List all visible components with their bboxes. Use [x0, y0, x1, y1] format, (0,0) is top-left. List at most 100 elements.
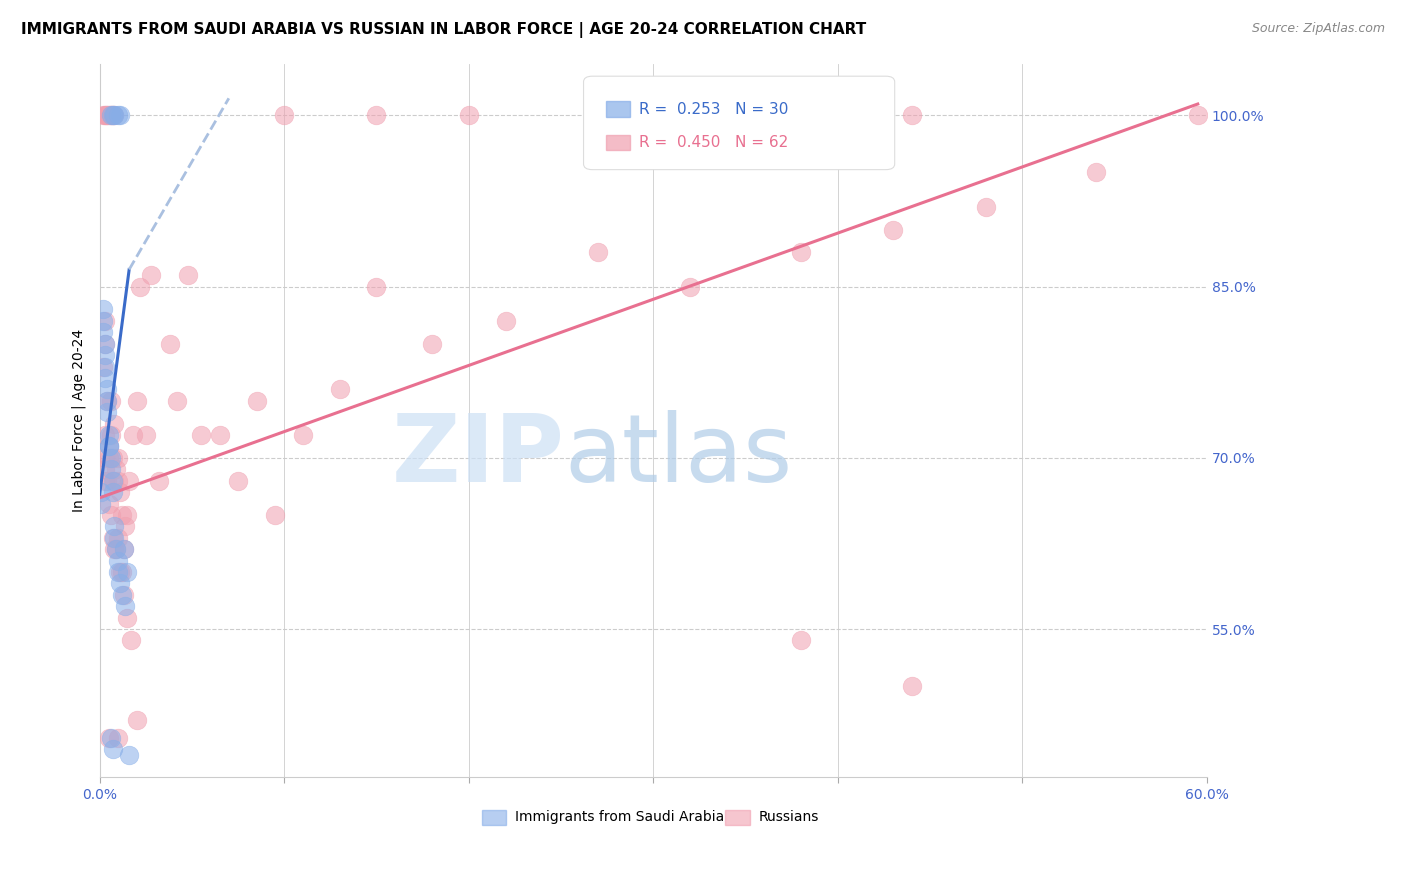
Point — [100, 108, 122, 122]
Point — [94, 108, 117, 122]
Point — [101, 531, 124, 545]
Point — [97, 428, 120, 442]
Point — [882, 222, 904, 236]
Text: ZIP: ZIP — [392, 410, 565, 502]
Point — [96, 108, 118, 122]
Text: IMMIGRANTS FROM SAUDI ARABIA VS RUSSIAN IN LABOR FORCE | AGE 20-24 CORRELATION C: IMMIGRANTS FROM SAUDI ARABIA VS RUSSIAN … — [21, 22, 866, 38]
Point — [291, 428, 314, 442]
Point — [96, 405, 118, 419]
Point — [790, 108, 813, 122]
Point — [101, 742, 124, 756]
Point — [101, 108, 124, 122]
Point — [112, 542, 135, 557]
Point — [366, 279, 388, 293]
Point — [974, 200, 997, 214]
Point — [900, 108, 922, 122]
Point — [97, 731, 120, 745]
Text: Immigrants from Saudi Arabia: Immigrants from Saudi Arabia — [515, 810, 724, 823]
Point — [96, 393, 118, 408]
Point — [101, 450, 124, 465]
Point — [125, 393, 148, 408]
Point — [114, 599, 136, 614]
Point — [94, 371, 117, 385]
Text: Russians: Russians — [758, 810, 818, 823]
Point — [111, 508, 134, 522]
Point — [117, 610, 139, 624]
Point — [96, 383, 118, 397]
Point — [107, 553, 129, 567]
Point — [101, 485, 124, 500]
Point — [100, 508, 122, 522]
Point — [125, 714, 148, 728]
Point — [105, 542, 128, 557]
Point — [117, 508, 139, 522]
Point — [91, 302, 114, 317]
Point — [107, 474, 129, 488]
Point — [94, 359, 117, 374]
Point — [94, 336, 117, 351]
Point — [129, 279, 152, 293]
Point — [103, 474, 125, 488]
Text: atlas: atlas — [565, 410, 793, 502]
Point — [111, 588, 134, 602]
Point — [329, 383, 352, 397]
Point — [100, 462, 122, 476]
Point — [264, 508, 287, 522]
Point — [103, 542, 125, 557]
Point — [90, 485, 112, 500]
Point — [108, 108, 131, 122]
Point — [900, 679, 922, 693]
Point — [94, 348, 117, 362]
Point — [111, 565, 134, 579]
Point — [117, 565, 139, 579]
Point — [108, 485, 131, 500]
Point — [105, 542, 128, 557]
Point — [107, 450, 129, 465]
Bar — [482, 810, 506, 825]
Point — [790, 633, 813, 648]
Point — [177, 268, 200, 283]
Point — [94, 462, 117, 476]
Point — [135, 428, 157, 442]
Point — [97, 439, 120, 453]
Point — [790, 245, 813, 260]
Point — [366, 108, 388, 122]
Point — [94, 314, 117, 328]
Point — [100, 731, 122, 745]
Point — [586, 245, 609, 260]
Y-axis label: In Labor Force | Age 20-24: In Labor Force | Age 20-24 — [72, 329, 86, 512]
Point — [97, 496, 120, 510]
Point — [159, 336, 181, 351]
Point — [141, 268, 163, 283]
Point — [107, 731, 129, 745]
Point — [420, 336, 443, 351]
Point — [96, 393, 118, 408]
Point — [1187, 108, 1209, 122]
Point — [103, 108, 125, 122]
Point — [108, 576, 131, 591]
Point — [101, 108, 124, 122]
Point — [118, 747, 141, 762]
Point — [679, 108, 702, 122]
Point — [208, 428, 231, 442]
Point — [97, 439, 120, 453]
Point — [1085, 165, 1108, 179]
Point — [91, 314, 114, 328]
Point — [457, 108, 479, 122]
Bar — [606, 101, 630, 117]
Point — [120, 633, 142, 648]
Point — [91, 326, 114, 340]
Point — [103, 519, 125, 533]
Point — [114, 519, 136, 533]
Point — [107, 565, 129, 579]
Point — [107, 531, 129, 545]
Point — [100, 428, 122, 442]
Text: R =  0.253   N = 30: R = 0.253 N = 30 — [638, 102, 789, 117]
Point — [94, 428, 117, 442]
Point — [91, 359, 114, 374]
Point — [121, 428, 143, 442]
Point — [226, 474, 249, 488]
Point — [94, 474, 117, 488]
Point — [108, 565, 131, 579]
Point — [112, 542, 135, 557]
